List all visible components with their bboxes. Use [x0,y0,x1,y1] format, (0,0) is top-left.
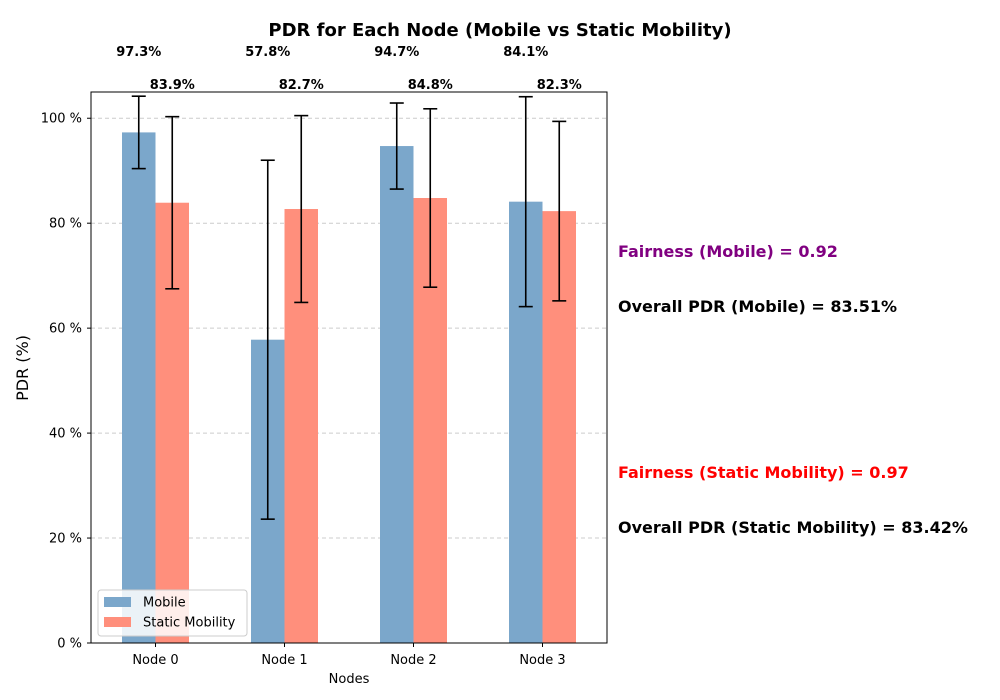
plot-frame [90,91,608,644]
chart-title: PDR for Each Node (Mobile vs Static Mobi… [268,20,731,41]
y-tick-label: 40 % [49,427,82,442]
x-axis-label: Nodes [329,672,370,687]
bar-value-label: 57.8% [245,45,290,60]
error-bars [131,95,567,520]
bar-value-label: 83.9% [150,78,195,93]
bar-value-label: 94.7% [374,45,419,60]
y-tick-label: 0 % [57,637,82,652]
y-axis-label: PDR (%) [13,335,32,401]
x-tick-label: Node 1 [261,653,307,668]
annotations: Fairness (Mobile) = 0.92 Overall PDR (Mob… [618,242,968,537]
annotation-text: Fairness (Static Mobility) = 0.97 [618,463,909,482]
annotation-text: Overall PDR (Mobile) = 83.51% [618,297,897,316]
y-tick-label: 80 % [49,217,82,232]
bar-value-labels: 97.3% 57.8% 94.7% 84.1% 83.9% 82.7% 84.8% 82.3% [116,45,582,93]
y-tick-label: 60 % [49,322,82,337]
legend-label: Static Mobility [143,616,236,631]
bar-value-label: 82.3% [537,78,582,93]
y-tick-label: 100 % [41,112,82,127]
bar-mobile-2 [380,146,414,643]
legend-swatch [104,617,131,627]
bar-value-label: 84.1% [503,45,548,60]
x-tick-label: Node 0 [132,653,178,668]
legend: Mobile Static Mobility [97,589,248,637]
legend-swatch [104,597,131,607]
bars [122,132,576,644]
legend-box [97,589,248,637]
x-tick-label: Node 2 [390,653,436,668]
y-tick-label: 20 % [49,532,82,547]
annotation-text: Overall PDR (Static Mobility) = 83.42% [618,518,968,537]
bar-value-label: 84.8% [408,78,453,93]
x-tick-label: Node 3 [519,653,565,668]
bar-mobile-0 [122,132,156,643]
bar-value-label: 82.7% [279,78,324,93]
legend-label: Mobile [143,596,186,611]
bar-value-label: 97.3% [116,45,161,60]
axis-ticks: 0 % 20 % 40 % 60 % 80 % 100 % Node 0 Node 1 Node… [41,112,566,668]
annotation-text: Fairness (Mobile) = 0.92 [618,242,838,261]
